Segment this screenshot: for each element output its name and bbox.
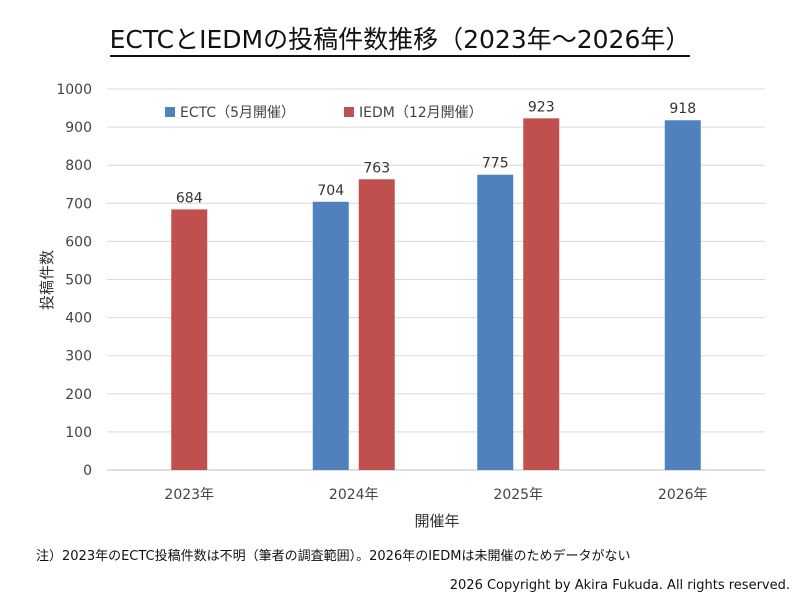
x-axis-label: 開催年 — [414, 512, 459, 530]
y-tick-label: 300 — [65, 349, 92, 365]
x-tick-label: 2024年 — [329, 487, 379, 503]
y-tick-label: 800 — [65, 158, 92, 174]
bar-ectc-2024年 — [312, 201, 349, 470]
x-axis-ticks: 2023年 2024年 2025年 2026年 — [164, 487, 707, 503]
bar-iedm-2025年 — [523, 118, 560, 470]
data-label: 775 — [482, 156, 509, 172]
gridlines — [107, 88, 765, 471]
data-label: 704 — [317, 183, 344, 199]
y-tick-label: 1000 — [56, 82, 92, 98]
data-label: 918 — [669, 101, 696, 117]
bar-iedm-2024年 — [358, 179, 395, 470]
y-tick-label: 700 — [65, 196, 92, 212]
data-label: 763 — [363, 160, 390, 176]
copyright: 2026 Copyright by Akira Fukuda. All righ… — [449, 578, 790, 593]
chart-title: ECTCとIEDMの投稿件数推移（2023年～2026年） — [0, 20, 800, 57]
y-axis-label: 投稿件数 — [38, 250, 56, 310]
x-tick-label: 2025年 — [493, 487, 543, 503]
x-tick-label: 2026年 — [658, 487, 708, 503]
bar-ectc-2026年 — [664, 120, 701, 470]
y-tick-label: 100 — [65, 425, 92, 441]
legend-swatch-ectc — [165, 107, 175, 117]
data-labels: 684 704 763 775 923 918 — [176, 99, 696, 206]
y-tick-label: 200 — [65, 387, 92, 403]
y-tick-label: 900 — [65, 120, 92, 136]
data-label: 684 — [176, 190, 203, 206]
y-tick-label: 0 — [83, 463, 92, 479]
x-tick-label: 2023年 — [164, 487, 214, 503]
bar-ectc-2025年 — [477, 174, 514, 470]
y-tick-label: 400 — [65, 311, 92, 327]
y-tick-label: 500 — [65, 273, 92, 289]
legend-label: ECTC（5月開催） — [180, 105, 295, 121]
y-axis-ticks: 0 100 200 300 400 500 600 700 800 900 1000 — [56, 82, 92, 479]
y-tick-label: 600 — [65, 234, 92, 250]
bar-iedm-2023年 — [171, 209, 208, 470]
legend-label: IEDM（12月開催） — [359, 105, 483, 121]
data-label: 923 — [528, 99, 555, 115]
footnote: 注）2023年のECTC投稿件数は不明（筆者の調査範囲）。2026年のIEDMは… — [36, 549, 631, 564]
legend: ECTC（5月開催） IEDM（12月開催） — [165, 105, 483, 121]
legend-swatch-iedm — [344, 107, 354, 117]
bars — [171, 118, 701, 470]
